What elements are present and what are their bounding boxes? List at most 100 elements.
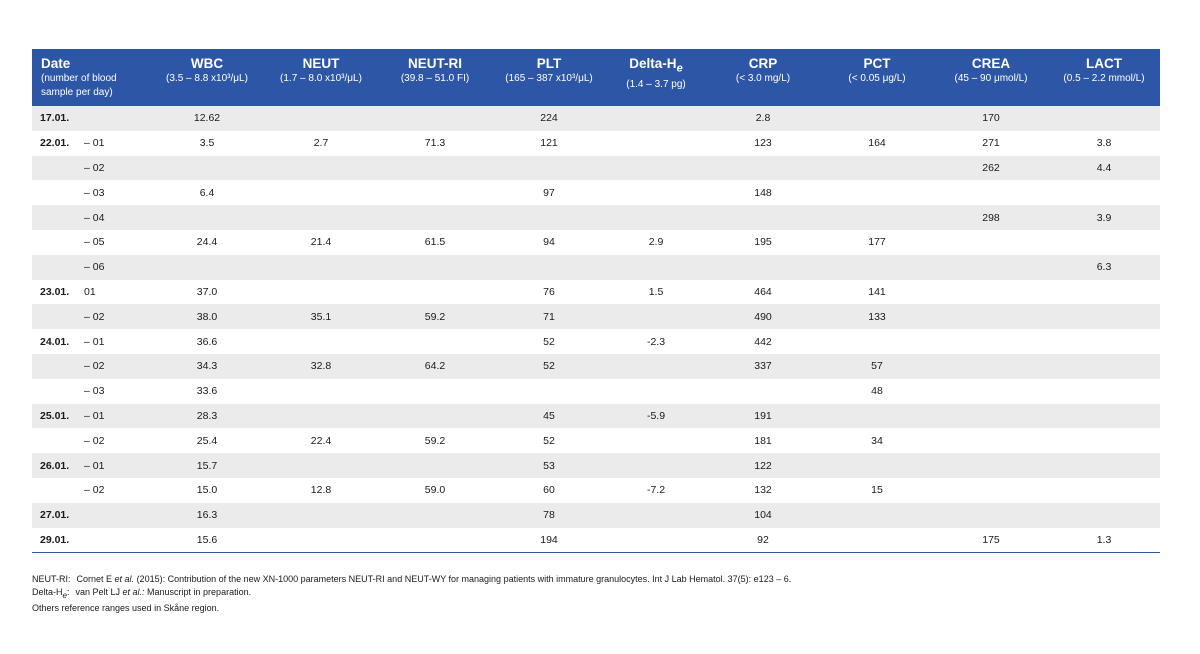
cell-neutri: 71.3 [424, 137, 446, 150]
cell-wbc: 3.5 [199, 137, 215, 150]
date-cell: – 02 [32, 428, 150, 453]
cell-crp: 490 [754, 310, 772, 323]
cell-lact [1048, 329, 1160, 354]
cell-deltahe [606, 428, 706, 453]
cell-neut [264, 528, 378, 553]
column-title: LACT [1086, 56, 1122, 71]
date-cell: 24.01. – 01 [32, 329, 150, 354]
cell-neutri [378, 180, 492, 205]
cell-lact: 6.3 [1096, 261, 1112, 274]
date-cell: – 04 [32, 205, 150, 230]
cell-lact [1048, 379, 1160, 404]
column-title-subscript: e [676, 62, 683, 75]
cell-crea: 175 [982, 533, 1000, 546]
cell-wbc: 12.62 [193, 112, 221, 125]
table-body: 17.01. 12.62 224 2.8 170 22.01. – 01 3.5 2.7 71.3… [32, 106, 1160, 553]
cell-crp: 123 [754, 137, 772, 150]
column-header-plt: PLT (165 – 387 x10³/μL) [492, 49, 606, 106]
cell-neut [264, 280, 378, 305]
cell-plt: 78 [543, 509, 555, 522]
cell-crp: 122 [754, 459, 772, 472]
footnote-etal: et al.: [122, 586, 145, 597]
cell-deltahe [606, 304, 706, 329]
cell-deltahe [606, 106, 706, 131]
date-cell: 22.01. – 01 [32, 131, 150, 156]
cell-neutri [378, 280, 492, 305]
cell-wbc: 15.6 [196, 533, 218, 546]
cell-plt: 76 [543, 285, 555, 298]
sample-date: 23.01. [40, 285, 70, 298]
table-row: – 03 33.6 48 [32, 378, 1160, 404]
cell-crea [934, 304, 1048, 329]
cell-lact: 3.9 [1096, 211, 1112, 224]
table-row: – 05 24.4 21.4 61.5 94 2.9 195 177 [32, 229, 1160, 255]
column-title: CREA [971, 56, 1011, 71]
cell-crea [934, 503, 1048, 528]
cell-pct: 15 [871, 484, 883, 497]
cell-crp [706, 156, 820, 181]
cell-lact [1048, 106, 1160, 131]
cell-pct: 57 [871, 360, 883, 373]
cell-crp: 92 [757, 533, 769, 546]
cell-lact: 3.8 [1096, 137, 1112, 150]
table-row: – 04 298 3.9 [32, 205, 1160, 230]
cell-plt: 52 [543, 434, 555, 447]
footnote-etal: et al. [114, 574, 135, 584]
column-reference-range: (< 0.05 μg/L) [848, 73, 906, 84]
cell-wbc: 33.6 [196, 385, 218, 398]
cell-pct [820, 255, 934, 280]
cell-deltahe [606, 503, 706, 528]
column-header-neutri: NEUT-RI (39.8 – 51.0 FI) [378, 49, 492, 106]
column-reference-range: (1.4 – 3.7 pg) [626, 78, 686, 90]
column-reference-range: (1.7 – 8.0 x10³/μL) [280, 73, 362, 84]
cell-deltahe [606, 255, 706, 280]
cell-neut [264, 180, 378, 205]
table-row: 24.01. – 01 36.6 52 -2.3 442 [32, 329, 1160, 354]
table-row: – 02 25.4 22.4 59.2 52 181 34 [32, 428, 1160, 454]
cell-deltahe [606, 205, 706, 230]
cell-neutri [378, 528, 492, 553]
cell-crea: 262 [982, 161, 1000, 174]
cell-lact [1048, 304, 1160, 329]
cell-plt [492, 379, 606, 404]
table-row: 26.01. – 01 15.7 53 122 [32, 453, 1160, 478]
cell-wbc: 16.3 [196, 509, 218, 522]
sample-number: 01 [84, 285, 96, 298]
sample-date: 22.01. [40, 137, 70, 150]
date-cell: – 02 [32, 156, 150, 181]
cell-wbc: 25.4 [196, 434, 218, 447]
table-row: – 03 6.4 97 148 [32, 180, 1160, 206]
cell-crp: 181 [754, 434, 772, 447]
cell-plt: 121 [540, 137, 558, 150]
cell-deltahe: 2.9 [648, 236, 664, 249]
sample-number: – 02 [84, 484, 105, 497]
cell-crp: 2.8 [755, 112, 771, 125]
cell-deltahe [606, 379, 706, 404]
cell-wbc [150, 156, 264, 181]
cell-neut [264, 404, 378, 429]
table-row: – 02 15.0 12.8 59.0 60 -7.2 132 15 [32, 477, 1160, 503]
footnote-text: van Pelt LJ [75, 586, 123, 597]
cell-pct: 48 [871, 385, 883, 398]
cell-neut [264, 205, 378, 230]
cell-crp: 148 [754, 186, 772, 199]
column-title: CRP [748, 56, 778, 71]
cell-crp: 464 [754, 285, 772, 298]
sample-date: 24.01. [40, 335, 70, 348]
cell-neut: 22.4 [310, 434, 332, 447]
cell-lact [1048, 503, 1160, 528]
table-row: 27.01. 16.3 78 104 [32, 502, 1160, 528]
cell-lact [1048, 404, 1160, 429]
cell-wbc: 37.0 [196, 285, 218, 298]
cell-neutri [378, 404, 492, 429]
cell-wbc [150, 205, 264, 230]
cell-plt: 52 [543, 335, 555, 348]
cell-wbc: 24.4 [196, 236, 218, 249]
cell-crp: 191 [754, 409, 772, 422]
date-cell: 23.01. 01 [32, 280, 150, 305]
cell-lact [1048, 180, 1160, 205]
table-row: 23.01. 01 37.0 76 1.5 464 141 [32, 279, 1160, 305]
cell-crea [934, 230, 1048, 255]
column-header-lact: LACT (0.5 – 2.2 mmol/L) [1048, 49, 1160, 106]
sample-number: – 02 [84, 434, 105, 447]
